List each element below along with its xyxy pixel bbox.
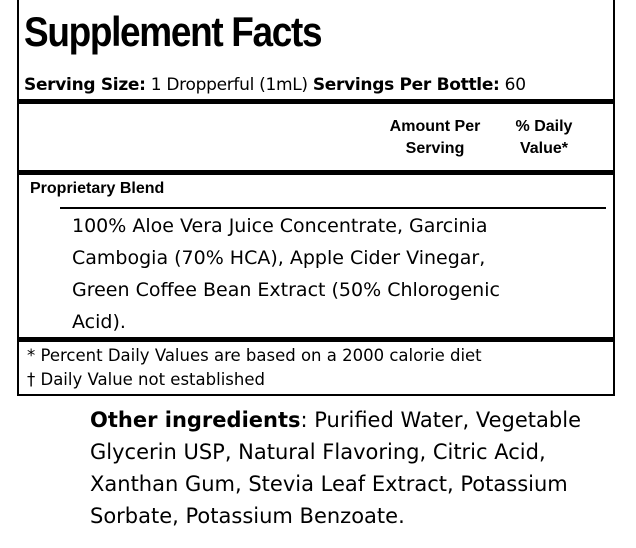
facts-box — [17, 0, 615, 396]
other-label: Other ingredients — [90, 408, 301, 432]
serving-line: Serving Size: 1 Dropperful (1mL) Serving… — [24, 75, 526, 95]
blend-ingredients: 100% Aloe Vera Juice Concentrate, Garcin… — [72, 215, 500, 333]
serving-size-label: Serving Size: — [24, 75, 146, 95]
column-header: Amount Per Serving — [389, 118, 481, 157]
footnote: † Daily Value not established — [27, 370, 265, 389]
other-ingredients: Other ingredients: Purified Water, Veget… — [90, 404, 615, 532]
serving-size-value: 1 Dropperful (1mL) — [150, 75, 308, 95]
servings-per-value: 60 — [504, 75, 526, 95]
column-header: % Daily Value* — [515, 118, 573, 157]
blend-name: Proprietary Blend — [30, 180, 165, 197]
rule — [17, 99, 615, 104]
rule — [17, 337, 615, 342]
rule — [60, 207, 606, 209]
rule — [17, 170, 615, 175]
footnote: * Percent Daily Values are based on a 20… — [27, 346, 482, 365]
title: Supplement Facts — [24, 8, 323, 55]
servings-per-label: Servings Per Bottle: — [312, 75, 500, 95]
other-text: : Purified Water, Vegetable Glycerin USP… — [90, 408, 581, 528]
